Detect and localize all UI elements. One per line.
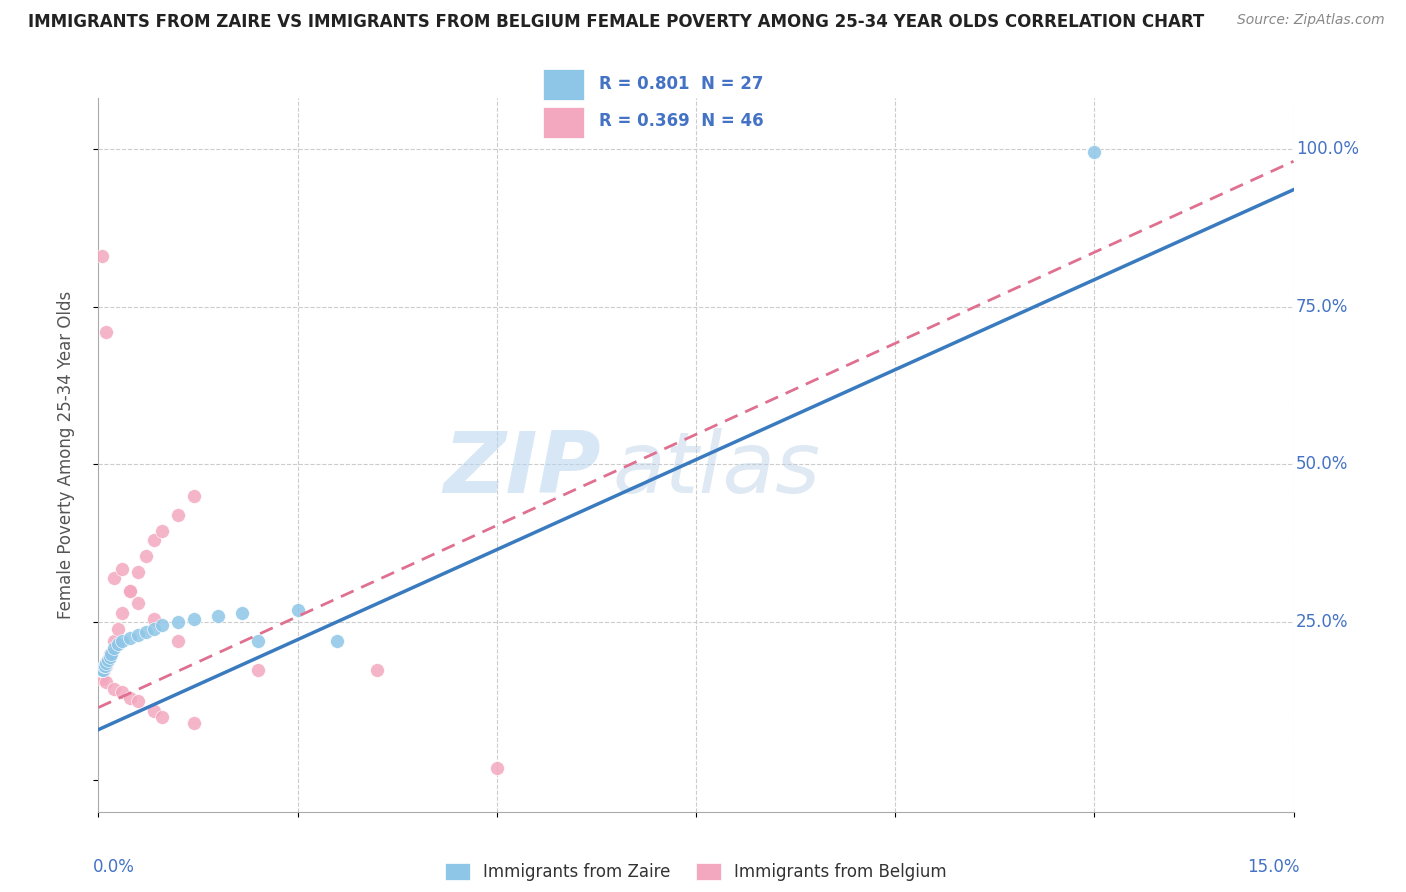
Point	[98, 647, 122, 661]
Point	[143, 704, 166, 718]
Point	[94, 659, 117, 673]
Point	[91, 663, 114, 677]
Point	[103, 681, 125, 696]
Point	[103, 571, 125, 585]
Text: Source: ZipAtlas.com: Source: ZipAtlas.com	[1237, 13, 1385, 28]
Point	[98, 650, 121, 665]
Point	[143, 533, 166, 548]
Text: R = 0.801  N = 27: R = 0.801 N = 27	[599, 75, 763, 93]
Point	[127, 565, 149, 579]
Point	[183, 716, 205, 731]
Bar	[543, 70, 585, 100]
Point	[135, 624, 157, 639]
Point	[90, 663, 112, 677]
Text: 100.0%: 100.0%	[1296, 140, 1360, 158]
Point	[107, 637, 129, 651]
Point	[89, 669, 111, 683]
Text: R = 0.369  N = 46: R = 0.369 N = 46	[599, 112, 763, 130]
Text: 25.0%: 25.0%	[1296, 614, 1348, 632]
Text: IMMIGRANTS FROM ZAIRE VS IMMIGRANTS FROM BELGIUM FEMALE POVERTY AMONG 25-34 YEAR: IMMIGRANTS FROM ZAIRE VS IMMIGRANTS FROM…	[28, 13, 1205, 31]
Point	[246, 663, 269, 677]
Point	[96, 659, 118, 673]
Point	[167, 508, 190, 522]
Point	[96, 657, 118, 671]
Point	[89, 663, 111, 677]
Point	[111, 684, 134, 698]
Point	[231, 606, 253, 620]
Point	[90, 663, 112, 677]
Point	[111, 606, 134, 620]
Text: 50.0%: 50.0%	[1296, 456, 1348, 474]
Point	[150, 710, 173, 724]
Point	[89, 663, 111, 677]
Point	[127, 694, 149, 708]
Point	[96, 657, 118, 671]
Point	[111, 634, 134, 648]
Text: ZIP: ZIP	[443, 427, 600, 511]
Point	[167, 615, 190, 630]
Legend: Immigrants from Zaire, Immigrants from Belgium: Immigrants from Zaire, Immigrants from B…	[437, 855, 955, 889]
Point	[100, 647, 122, 661]
Point	[91, 672, 114, 686]
Point	[167, 634, 190, 648]
Point	[91, 249, 114, 263]
Point	[96, 675, 118, 690]
Point	[127, 628, 149, 642]
Text: 75.0%: 75.0%	[1296, 298, 1348, 316]
Point	[93, 659, 115, 673]
Point	[183, 489, 205, 503]
Point	[120, 691, 142, 706]
Y-axis label: Female Poverty Among 25-34 Year Olds: Female Poverty Among 25-34 Year Olds	[56, 291, 75, 619]
Point	[107, 622, 129, 636]
Point	[94, 659, 117, 673]
Point	[183, 612, 205, 626]
Point	[103, 640, 125, 655]
Point	[326, 634, 349, 648]
Point	[120, 631, 142, 645]
Point	[97, 653, 120, 667]
Text: atlas: atlas	[612, 427, 820, 511]
Point	[89, 663, 111, 677]
Point	[90, 669, 112, 683]
Point	[143, 612, 166, 626]
Point	[90, 663, 112, 677]
Point	[93, 663, 115, 677]
Point	[120, 583, 142, 598]
Point	[90, 663, 112, 677]
Point	[1083, 145, 1105, 159]
Point	[143, 622, 166, 636]
Point	[150, 618, 173, 632]
Point	[207, 609, 229, 624]
Bar	[543, 107, 585, 138]
Point	[127, 596, 149, 610]
Point	[150, 524, 173, 538]
Point	[91, 663, 114, 677]
Point	[120, 583, 142, 598]
Point	[246, 634, 269, 648]
Point	[96, 325, 118, 339]
Point	[97, 653, 120, 667]
Point	[366, 663, 388, 677]
Text: 15.0%: 15.0%	[1247, 858, 1299, 876]
Point	[103, 634, 125, 648]
Point	[135, 549, 157, 563]
Point	[485, 760, 508, 774]
Text: 0.0%: 0.0%	[93, 858, 135, 876]
Point	[287, 602, 309, 616]
Point	[91, 663, 114, 677]
Point	[91, 663, 114, 677]
Point	[91, 663, 114, 677]
Point	[90, 663, 112, 677]
Point	[111, 561, 134, 575]
